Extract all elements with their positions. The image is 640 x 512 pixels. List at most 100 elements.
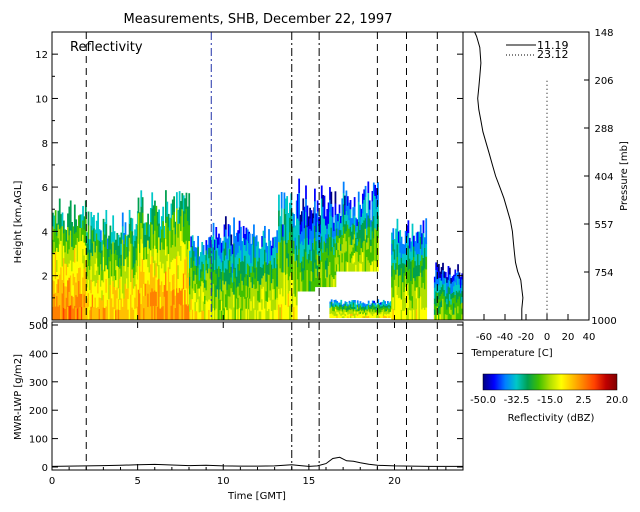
- reflectivity-cell: [330, 310, 333, 314]
- reflectivity-cell: [180, 245, 182, 261]
- reflectivity-cell: [290, 304, 293, 320]
- reflectivity-cell: [193, 250, 195, 262]
- reflectivity-cell: [393, 269, 396, 280]
- reflectivity-cell: [384, 313, 386, 316]
- reflectivity-cell: [380, 306, 382, 309]
- reflectivity-cell: [373, 302, 376, 306]
- reflectivity-cell: [453, 297, 455, 304]
- reflectivity-cell: [60, 214, 62, 228]
- reflectivity-cell: [397, 231, 400, 243]
- reflectivity-cell: [173, 196, 176, 213]
- reflectivity-cell: [411, 307, 414, 320]
- reflectivity-cell: [340, 308, 343, 312]
- reflectivity-cell: [360, 308, 363, 311]
- pressure-tick-label: 404: [594, 172, 613, 183]
- reflectivity-cell: [352, 308, 355, 312]
- reflectivity-cell: [159, 238, 162, 251]
- reflectivity-cell: [147, 280, 149, 294]
- reflectivity-cell: [204, 254, 206, 264]
- reflectivity-cell: [125, 246, 128, 258]
- reflectivity-cell: [113, 275, 116, 287]
- reflectivity-cell: [216, 309, 219, 320]
- reflectivity-cell: [152, 205, 155, 220]
- reflectivity-cell: [116, 232, 119, 245]
- reflectivity-cell: [175, 224, 178, 241]
- reflectivity-cell: [450, 304, 453, 310]
- reflectivity-cell: [223, 260, 226, 273]
- reflectivity-cell: [450, 278, 453, 284]
- reflectivity-cell: [403, 291, 406, 302]
- reflectivity-cell: [345, 311, 348, 315]
- reflectivity-cell: [120, 243, 123, 255]
- reflectivity-cell: [214, 249, 216, 260]
- reflectivity-cell: [330, 315, 333, 319]
- reflectivity-cell: [169, 243, 171, 257]
- reflectivity-cell: [396, 282, 399, 295]
- reflectivity-cell: [436, 265, 439, 273]
- reflectivity-cell: [319, 277, 322, 288]
- reflectivity-cell: [414, 300, 417, 311]
- reflectivity-cell: [438, 285, 440, 293]
- reflectivity-cell: [104, 295, 106, 309]
- reflectivity-cell: [287, 239, 290, 254]
- reflectivity-cell: [444, 302, 447, 309]
- reflectivity-cell: [128, 278, 131, 293]
- reflectivity-cell: [274, 288, 277, 300]
- reflectivity-cell: [108, 246, 110, 258]
- reflectivity-cell: [334, 221, 337, 230]
- reflectivity-cell: [316, 211, 319, 223]
- reflectivity-cell: [58, 304, 61, 320]
- reflectivity-cell: [309, 228, 311, 240]
- reflectivity-cell: [241, 241, 244, 252]
- reflectivity-cell: [199, 269, 202, 278]
- reflectivity-cell: [450, 314, 453, 320]
- reflectivity-cell: [301, 251, 303, 262]
- reflectivity-cell: [215, 308, 218, 320]
- reflectivity-cell: [143, 235, 145, 248]
- reflectivity-cell: [234, 246, 237, 258]
- reflectivity-cell: [198, 280, 201, 289]
- reflectivity-cell: [408, 248, 411, 259]
- reflectivity-cell: [83, 307, 86, 320]
- reflectivity-cell: [214, 299, 216, 311]
- reflectivity-cell: [241, 280, 244, 291]
- reflectivity-cell: [375, 188, 378, 199]
- reflectivity-cell: [104, 222, 106, 235]
- reflectivity-cell: [242, 296, 245, 309]
- reflectivity-cell: [415, 265, 418, 277]
- reflectivity-cell: [329, 315, 332, 319]
- reflectivity-cell: [216, 247, 219, 259]
- reflectivity-cell: [378, 310, 381, 313]
- reflectivity-cell: [244, 309, 246, 320]
- reflectivity-cell: [337, 228, 340, 236]
- reflectivity-cell: [273, 299, 276, 310]
- reflectivity-cell: [447, 279, 450, 287]
- reflectivity-cell: [64, 274, 67, 287]
- reflectivity-cell: [282, 284, 284, 297]
- reflectivity-cell: [358, 307, 360, 310]
- reflectivity-cell: [345, 200, 348, 211]
- reflectivity-cell: [435, 269, 438, 278]
- reflectivity-cell: [404, 297, 407, 310]
- reflectivity-cell: [276, 241, 279, 253]
- reflectivity-cell: [158, 223, 160, 238]
- sounding-legend: 11.19 23.12: [506, 39, 569, 61]
- reflectivity-cell: [373, 311, 376, 314]
- reflectivity-cell: [276, 275, 279, 287]
- reflectivity-cell: [211, 272, 214, 283]
- reflectivity-cell: [375, 240, 378, 251]
- reflectivity-cell: [415, 243, 418, 255]
- reflectivity-cell: [72, 273, 75, 286]
- reflectivity-cell: [306, 269, 309, 281]
- reflectivity-cell: [143, 295, 145, 309]
- reflectivity-cell: [272, 258, 274, 269]
- reflectivity-cell: [296, 242, 299, 256]
- reflectivity-cell: [435, 276, 438, 285]
- reflectivity-cell: [336, 307, 339, 310]
- reflectivity-cell: [327, 202, 330, 214]
- reflectivity-cell: [367, 237, 370, 250]
- reflectivity-cell: [414, 290, 417, 301]
- reflectivity-cell: [193, 300, 195, 311]
- reflectivity-cell: [319, 259, 322, 270]
